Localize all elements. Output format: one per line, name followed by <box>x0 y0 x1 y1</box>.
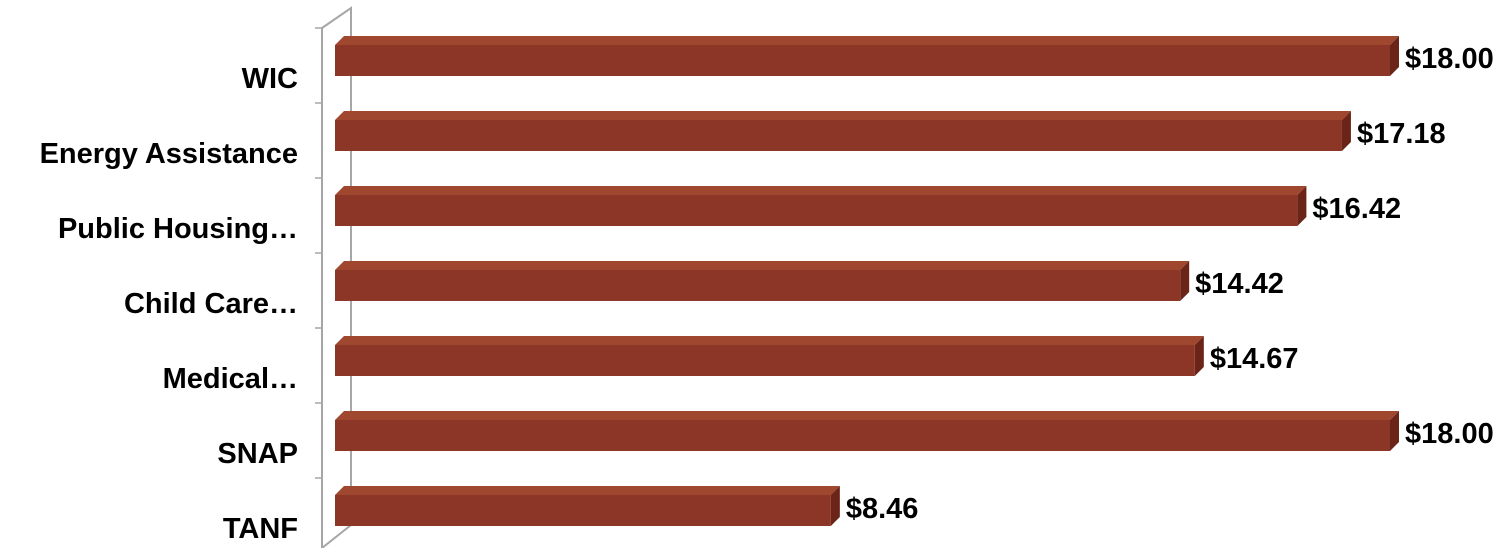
value-label: $18.00 <box>1405 43 1494 75</box>
bar-top <box>335 411 1399 420</box>
bar-front <box>335 345 1195 376</box>
bar-front <box>335 195 1298 226</box>
value-label: $14.42 <box>1195 268 1284 300</box>
bar-front <box>335 45 1390 76</box>
bar-side <box>1297 186 1307 226</box>
bar <box>335 261 1190 301</box>
bar-side <box>1180 261 1190 301</box>
bar-front <box>335 495 831 526</box>
value-label: $18.00 <box>1405 418 1494 450</box>
bar-front <box>335 420 1390 451</box>
bars-layer <box>335 36 1399 526</box>
bar <box>335 111 1351 151</box>
labels-layer: WIC $18.00 Energy Assistance $17.18 Public H… <box>40 43 1494 545</box>
category-label: WIC <box>242 63 298 95</box>
bar-front <box>335 120 1342 151</box>
bar <box>335 411 1399 451</box>
bar-top <box>335 186 1307 195</box>
bar-side <box>1390 411 1399 451</box>
bar-top <box>335 111 1351 120</box>
bar <box>335 36 1399 76</box>
bar-side <box>1194 336 1204 376</box>
category-label: Public Housing… <box>58 213 298 245</box>
category-label: Energy Assistance <box>40 138 298 170</box>
bar-top <box>335 36 1399 45</box>
category-label: Child Care… <box>124 288 298 320</box>
bar-side <box>1390 36 1399 76</box>
bar <box>335 486 840 526</box>
category-label: SNAP <box>217 438 298 470</box>
bar-front <box>335 270 1181 301</box>
category-label: Medical… <box>163 363 298 395</box>
bar-side <box>1341 111 1351 151</box>
value-label: $16.42 <box>1312 193 1401 225</box>
bar-top <box>335 486 840 495</box>
bar-side <box>830 486 840 526</box>
bar-top <box>335 261 1190 270</box>
bar-top <box>335 336 1204 345</box>
category-label: TANF <box>223 513 298 545</box>
value-label: $17.18 <box>1357 118 1446 150</box>
bar <box>335 336 1204 376</box>
bar <box>335 186 1307 226</box>
value-label: $8.46 <box>846 493 919 525</box>
value-label: $14.67 <box>1210 343 1299 375</box>
